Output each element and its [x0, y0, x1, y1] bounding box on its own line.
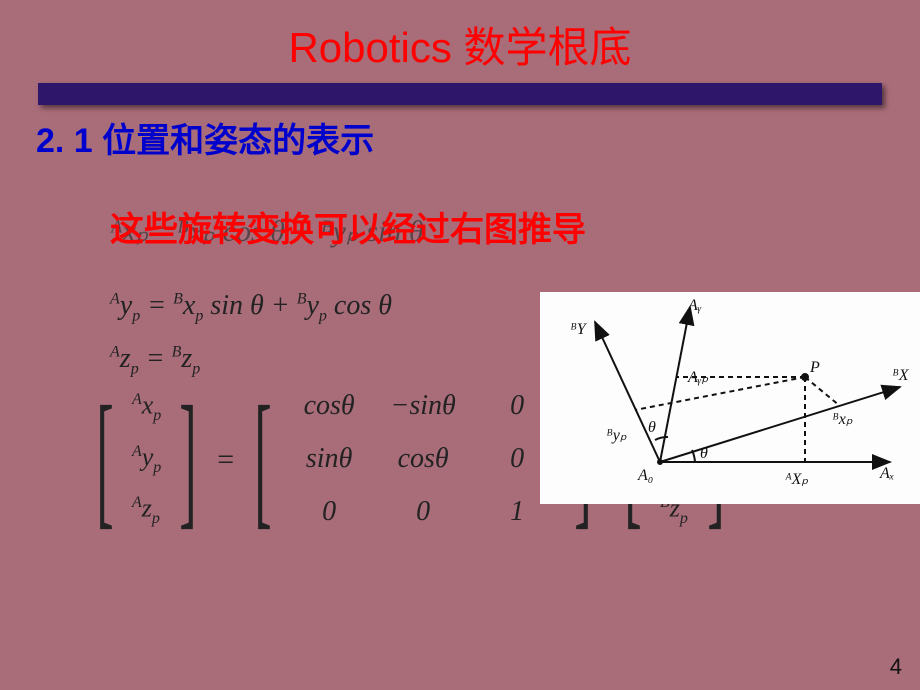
label-Ay: Aᵧ	[687, 297, 702, 314]
subtitle-text: 这些旋转变换可以经过右图推导	[110, 202, 920, 251]
label-Ao: A₀	[637, 467, 653, 484]
vector-A: Axp Ayp Azp	[130, 391, 163, 527]
right-bracket-1: ]	[180, 396, 197, 524]
slide-title: Robotics 数学根底	[0, 0, 920, 75]
page-number: 4	[890, 654, 902, 680]
title-underline-bar	[38, 83, 882, 105]
matrix-row-0: cosθ −sinθ 0	[294, 391, 552, 422]
label-Ayp: Aᵧₚ	[687, 369, 708, 386]
left-bracket-2: [	[254, 396, 271, 524]
vecA-1: Ayp	[132, 443, 161, 476]
label-Ax: Aₓ	[879, 465, 894, 482]
section-heading: 2. 1 位置和姿态的表示	[0, 105, 920, 162]
label-By: ᴮY	[570, 321, 588, 338]
label-theta2: θ	[648, 419, 656, 436]
label-Bxp: ᴮxₚ	[832, 411, 853, 428]
label-Byp: ᴮyₚ	[606, 427, 627, 444]
matrix-row-1: sinθ cosθ 0	[294, 444, 552, 475]
label-P: P	[809, 359, 820, 376]
label-Bx: ᴮX	[892, 367, 910, 384]
left-bracket-1: [	[96, 396, 113, 524]
rotation-matrix: cosθ −sinθ 0 sinθ cosθ 0 0 0 1	[288, 391, 558, 527]
label-Axp: ᴬXₚ	[785, 471, 808, 488]
label-theta1: θ	[700, 445, 708, 462]
vecA-0: Axp	[132, 391, 161, 424]
coordinate-diagram: Aᵧ ᴮY Aᵧₚ P ᴮX ᴮyₚ ᴮxₚ A₀ ᴬXₚ Aₓ θ θ	[540, 292, 920, 504]
vecA-2: Azp	[132, 494, 161, 527]
matrix-row-2: 0 0 1	[294, 497, 552, 528]
equals-sign: =	[217, 431, 234, 488]
